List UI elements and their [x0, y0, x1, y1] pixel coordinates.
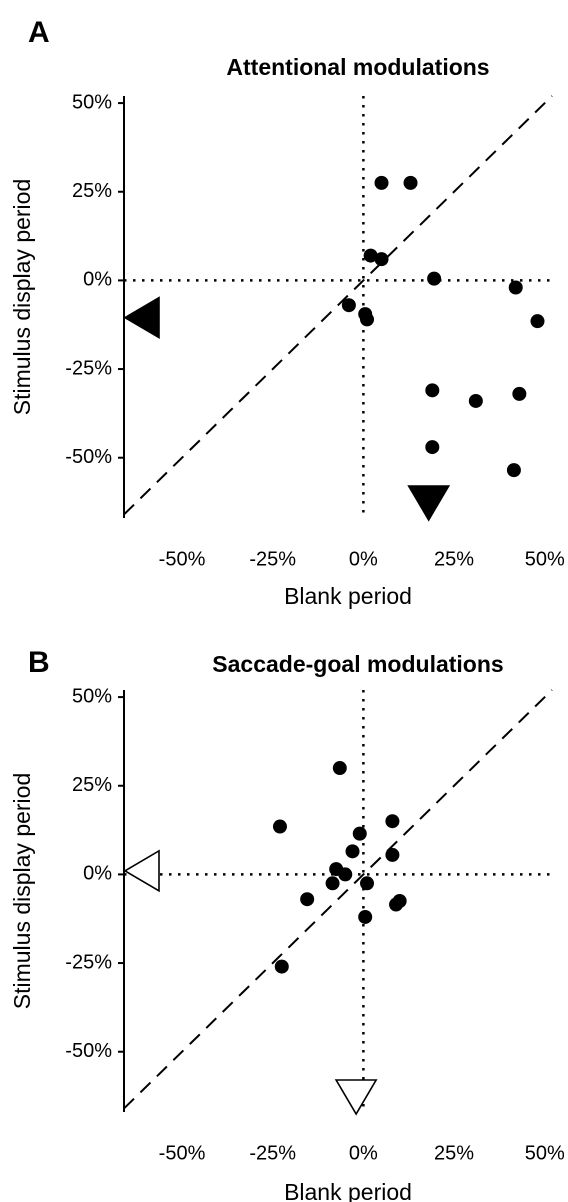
panel-b-data-point [360, 876, 375, 891]
panel-a-data-point [341, 298, 356, 313]
panel-a-x-tick-label: 0% [349, 548, 378, 570]
panel-a-data-point [512, 386, 527, 401]
panel-b-x-tick-label: 0% [349, 1142, 378, 1164]
panel-b-y-tick-label: -50% [65, 1040, 112, 1062]
panel-a-x-axis-title: Blank period [284, 583, 412, 609]
panel-a-data-point [374, 252, 389, 267]
panel-b-data-point [358, 909, 373, 924]
panel-b-data-point [300, 892, 315, 907]
panel-a-data-point [530, 314, 545, 329]
panel-b-title: Saccade-goal modulations [212, 651, 503, 677]
panel-a-y-tick-label: 25% [72, 180, 112, 202]
panel-b-x-tick-label: 25% [434, 1142, 474, 1164]
panel-a-data-point [427, 271, 442, 286]
panel-b-data-point [332, 761, 347, 776]
panel-a-data-point [425, 383, 440, 398]
panel-b-x-tick-label: -50% [159, 1142, 206, 1164]
panel-a-y-axis-title: Stimulus display period [9, 179, 35, 416]
panel-a-data-point [403, 175, 418, 190]
panel-b-y-tick-label: 25% [72, 774, 112, 796]
panel-b-y-tick-label: 50% [72, 685, 112, 707]
panel-a-y-tick-label: -50% [65, 446, 112, 468]
panel-a-data-point [374, 175, 389, 190]
panel-a-title: Attentional modulations [226, 54, 489, 80]
panel-b-data-point [385, 847, 400, 862]
panel-b-x-axis-title: Blank period [284, 1179, 412, 1202]
panel-a: A Attentional modulations -50% -25% 0% 25% 50%… [9, 16, 565, 609]
panel-b-letter: B [28, 646, 50, 679]
panel-b-x-mean-marker [334, 1079, 378, 1116]
panel-a-data-point [425, 440, 440, 455]
panel-b-identity-line [123, 689, 553, 1110]
panel-b-y-tick-label: -25% [65, 951, 112, 973]
panel-a-x-tick-label: -25% [249, 548, 296, 570]
panel-b-x-tick-label: 50% [525, 1142, 565, 1164]
panel-b: B Saccade-goal modulations -50% -25% 0% 25% 50… [9, 646, 565, 1202]
panel-b-data-point [385, 814, 400, 829]
panel-a-identity-line [123, 95, 553, 516]
panel-a-x-mean-marker [407, 485, 451, 522]
panel-a-y-tick-label: -25% [65, 357, 112, 379]
panel-b-data-point [274, 959, 289, 974]
panel-a-x-tick-label: -50% [159, 548, 206, 570]
panel-b-y-tick-label: 0% [83, 863, 112, 885]
panel-b-data-point [352, 826, 367, 841]
panel-b-y-axis-title: Stimulus display period [9, 773, 35, 1010]
panel-b-data-point [272, 819, 287, 834]
panel-a-letter: A [28, 16, 50, 49]
panel-b-x-tick-label: -25% [249, 1142, 296, 1164]
panel-a-y-mean-marker [123, 296, 160, 340]
panel-a-x-tick-label: 25% [434, 548, 474, 570]
panel-a-x-tick-label: 50% [525, 548, 565, 570]
panel-b-data-point [325, 876, 340, 891]
panel-a-data-point [363, 248, 378, 263]
panel-a-data-point [508, 280, 523, 295]
panel-b-y-mean-marker [123, 849, 160, 893]
panel-b-data-point [389, 897, 404, 912]
panel-a-y-tick-label: 50% [72, 91, 112, 113]
panel-a-data-point [360, 312, 375, 327]
panel-a-y-tick-label: 0% [83, 269, 112, 291]
panel-b-data-point [338, 867, 353, 882]
panel-a-data-point [468, 393, 483, 408]
panel-a-data-point [506, 463, 521, 478]
panel-b-data-point [345, 844, 360, 859]
